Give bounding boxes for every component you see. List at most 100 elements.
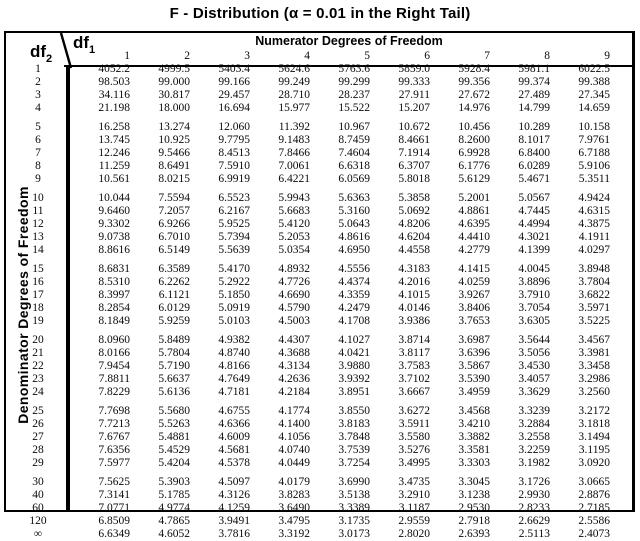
table-row: 7 12.246 9.5466 8.4513 7.8466 7.4604 7.1914 6.9… (6, 147, 610, 160)
table-row: 13 9.0738 6.7010 5.7394 5.2053 4.8616 4.6204 4.… (6, 231, 610, 244)
value-cell: 3.9267 (458, 289, 490, 301)
value-cell: 3.9392 (338, 373, 370, 385)
value-cell: 99.388 (578, 76, 610, 88)
value-cell: 2.6629 (518, 515, 550, 527)
df1-subscript: 1 (89, 44, 96, 56)
value-cell: 2.9930 (518, 489, 550, 501)
value-cell: 6.1121 (158, 289, 190, 301)
value-cell: 99.249 (278, 76, 310, 88)
value-cell: 6.3707 (398, 160, 430, 172)
value-cell: 2.7918 (458, 515, 490, 527)
value-cell: 4.7865 (158, 515, 190, 527)
value-cell: 7.5910 (218, 160, 250, 172)
value-cell: 10.672 (398, 121, 430, 133)
table-row: 27 7.6767 5.4881 4.6009 4.1056 3.7848 3.5580 3.… (6, 431, 610, 444)
row-label: 29 (32, 457, 44, 469)
table-row: 19 8.1849 5.9259 5.0103 4.5003 4.1708 3.9386 3.… (6, 315, 610, 328)
table-row: 14 8.8616 6.5149 5.5639 5.0354 4.6950 4.4558 4.… (6, 244, 610, 257)
value-cell: 3.8117 (398, 347, 430, 359)
value-cell: 9.0738 (98, 231, 130, 243)
table-row: 10 10.044 7.5594 6.5523 5.9943 5.6363 5.3858 5.… (6, 192, 610, 205)
value-cell: 14.799 (518, 102, 550, 114)
row-label: 30 (32, 476, 44, 488)
value-cell: 3.4210 (458, 418, 490, 430)
value-cell: 3.4995 (398, 457, 430, 469)
value-cell: 3.2172 (578, 405, 610, 417)
value-cell: 3.2560 (578, 386, 610, 398)
value-cell: 5928.4 (458, 63, 490, 75)
value-cell: 5.8018 (398, 173, 430, 185)
table-row: 28 7.6356 5.4529 4.5681 4.0740 3.7539 3.5276 3.… (6, 444, 610, 457)
value-cell: 4052.2 (98, 63, 130, 75)
row-label: 16 (32, 276, 44, 288)
value-cell: 8.0960 (98, 334, 130, 346)
value-cell: 3.3239 (518, 405, 550, 417)
table-row: 2 98.503 99.000 99.166 99.249 99.299 99.333 99.… (6, 76, 610, 89)
value-cell: 5.0919 (218, 302, 250, 314)
value-cell: 6.6318 (338, 160, 370, 172)
row-label: 28 (32, 444, 44, 456)
value-cell: 4.0146 (398, 302, 430, 314)
value-cell: 5.4120 (278, 218, 310, 230)
value-cell: 7.9454 (98, 360, 130, 372)
table-row: 29 7.5977 5.4204 4.5378 4.0449 3.7254 3.4995 3.… (6, 457, 610, 470)
row-label: 13 (32, 231, 44, 243)
corner-row-var-label: df2 (30, 42, 52, 65)
value-cell: 4.3126 (218, 489, 250, 501)
value-cell: 4.2479 (338, 302, 370, 314)
value-cell: 7.5625 (98, 476, 130, 488)
value-cell: 11.259 (98, 160, 130, 172)
value-cell: 8.6491 (158, 160, 190, 172)
value-cell: 4.5556 (338, 263, 370, 275)
value-cell: 5.6683 (278, 205, 310, 217)
value-cell: 3.9491 (218, 515, 250, 527)
value-cell: 5.5263 (158, 418, 190, 430)
value-cell: 6.2167 (218, 205, 250, 217)
value-cell: 7.5594 (158, 192, 190, 204)
value-cell: 6.9266 (158, 218, 190, 230)
value-cell: 2.9559 (398, 515, 430, 527)
value-cell: 5.2922 (218, 276, 250, 288)
value-cell: 27.672 (458, 89, 490, 101)
value-cell: 4.0045 (518, 263, 550, 275)
value-cell: 14.659 (578, 102, 610, 114)
table-row: 12 9.3302 6.9266 5.9525 5.4120 5.0643 4.8206 4.… (6, 218, 610, 231)
value-cell: 4.4374 (338, 276, 370, 288)
value-cell: 8.1017 (518, 134, 550, 146)
value-cell: 3.0665 (578, 476, 610, 488)
row-label: 11 (32, 205, 44, 217)
value-cell: 15.207 (398, 102, 430, 114)
value-cell: 4.9382 (218, 334, 250, 346)
value-cell: 15.977 (278, 102, 310, 114)
value-cell: 13.745 (98, 134, 130, 146)
value-cell: 4.7726 (278, 276, 310, 288)
value-cell: 5.7394 (218, 231, 250, 243)
value-cell: 7.8466 (278, 147, 310, 159)
value-cell: 3.8183 (338, 418, 370, 430)
value-cell: 5981.1 (518, 63, 550, 75)
value-cell: 3.5056 (518, 347, 550, 359)
value-cell: 28.710 (278, 89, 310, 101)
value-cell: 30.817 (158, 89, 190, 101)
value-cell: 3.7848 (338, 431, 370, 443)
value-cell: 5403.4 (218, 63, 250, 75)
value-cell: 98.503 (98, 76, 130, 88)
row-label: 17 (32, 289, 44, 301)
value-cell: 7.8811 (98, 373, 130, 385)
value-cell: 3.7816 (218, 528, 250, 540)
value-cell: 5.4671 (518, 173, 550, 185)
value-cell: 4.2016 (398, 276, 430, 288)
value-cell: 3.2910 (398, 489, 430, 501)
value-cell: 3.4057 (518, 373, 550, 385)
table-row: 11 9.6460 7.2057 6.2167 5.6683 5.3160 5.0692 4.… (6, 205, 610, 218)
value-cell: 7.1914 (398, 147, 430, 159)
value-cell: 13.274 (158, 121, 190, 133)
corner-col-var-label: df1 (73, 33, 95, 56)
value-cell: 3.5276 (398, 444, 430, 456)
value-cell: 34.116 (98, 89, 130, 101)
value-cell: 2.9530 (458, 502, 490, 514)
value-cell: 10.967 (338, 121, 370, 133)
corner-diagonal-line (59, 33, 73, 69)
value-cell: 3.4959 (458, 386, 490, 398)
value-cell: 5.2053 (278, 231, 310, 243)
